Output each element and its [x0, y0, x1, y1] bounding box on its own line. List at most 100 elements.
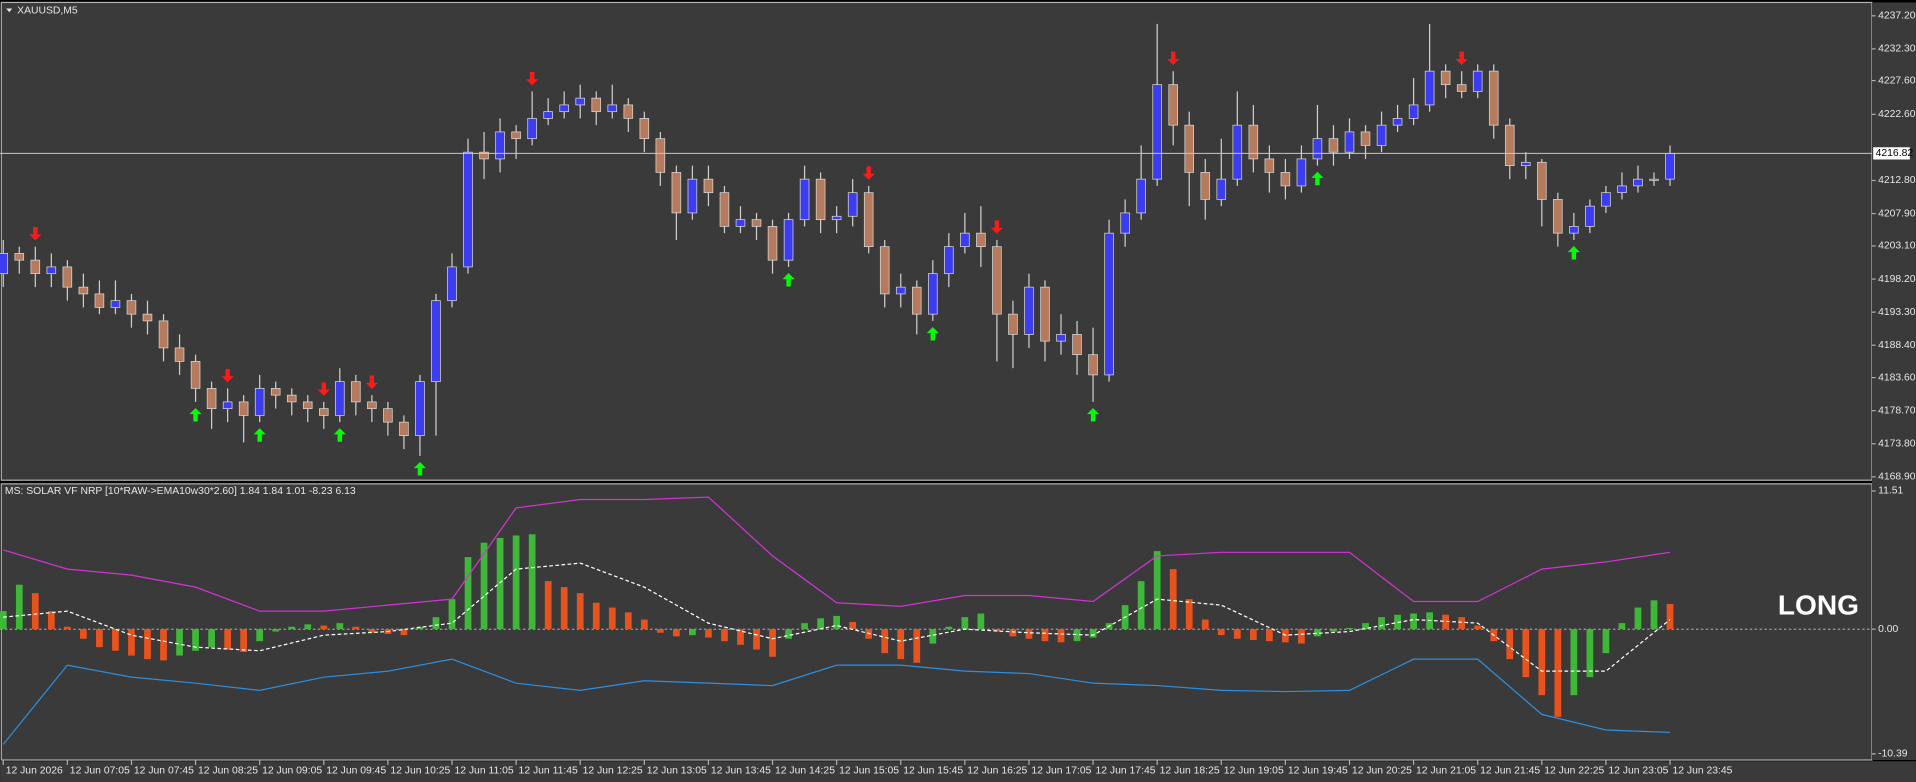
histogram-bar	[1650, 600, 1658, 630]
histogram-bar	[737, 629, 744, 645]
candle-body	[78, 286, 89, 295]
candle-body	[1569, 226, 1579, 234]
histogram-bar	[705, 629, 712, 638]
histogram-bar	[448, 599, 456, 630]
y-tick-label: 4188.40	[1878, 340, 1916, 351]
candle-body	[286, 394, 297, 403]
histogram-bar	[897, 629, 905, 660]
histogram-bar	[1201, 619, 1209, 630]
y-tick-label: 4237.20	[1878, 11, 1916, 22]
histogram-bar	[47, 611, 55, 630]
candle-body	[142, 313, 153, 322]
sell-arrow	[221, 368, 234, 383]
y-tick-label: 4193.30	[1878, 307, 1916, 318]
histogram-bar	[31, 593, 39, 630]
candle-body	[415, 381, 425, 437]
candle-body	[1617, 185, 1627, 194]
candle-body	[1360, 131, 1371, 146]
sell-arrow	[1455, 51, 1468, 66]
candle-body	[703, 178, 714, 194]
x-tick-label: 12 Jun 07:05	[70, 766, 130, 777]
histogram-bar	[272, 629, 280, 632]
candle-body	[0, 253, 9, 275]
histogram-bar	[1522, 629, 1530, 678]
histogram-bar	[80, 629, 87, 639]
x-tick-label: 12 Jun 18:25	[1160, 766, 1220, 777]
histogram-bar	[320, 625, 328, 630]
x-tick-label: 12 Jun 13:05	[647, 766, 707, 777]
buy-arrow	[189, 408, 202, 422]
candle-body	[735, 219, 746, 227]
buy-arrow	[1311, 171, 1324, 186]
x-tick-label: 12 Jun 22:25	[1544, 766, 1604, 777]
candle-body	[1344, 131, 1355, 153]
candle-body	[719, 192, 730, 227]
histogram-bar	[913, 629, 921, 663]
candle-body	[1553, 199, 1563, 234]
histogram-bar	[1634, 607, 1642, 630]
x-tick-label: 12 Jun 15:45	[903, 766, 963, 777]
candle-body	[463, 151, 473, 268]
histogram-bar	[1298, 629, 1305, 644]
x-tick-label: 12 Jun 09:45	[326, 766, 386, 777]
x-tick-label: 12 Jun 20:25	[1352, 766, 1412, 777]
histogram-bar	[1538, 629, 1546, 696]
current-price-label: 4216.82	[1876, 148, 1914, 159]
candle-body	[302, 401, 313, 410]
x-tick-label: 12 Jun 11:45	[519, 766, 578, 777]
band-line	[3, 496, 1671, 612]
histogram-bar	[1314, 629, 1321, 637]
x-tick-label: 12 Jun 12:25	[583, 766, 643, 777]
histogram-bar	[801, 623, 808, 630]
histogram-bar	[1137, 581, 1145, 630]
candle-body	[559, 104, 569, 113]
histogram-bar	[208, 629, 215, 648]
sell-arrow	[29, 227, 42, 241]
histogram-bar	[785, 629, 792, 639]
x-tick-label: 12 Jun 23:45	[1672, 766, 1732, 777]
x-tick-label: 12 Jun 21:05	[1416, 766, 1476, 777]
candle-body	[1312, 138, 1323, 160]
candle-body	[1136, 178, 1146, 214]
histogram-bar	[176, 629, 183, 656]
candle-body	[912, 286, 922, 315]
histogram-bar	[1073, 629, 1081, 642]
candle-body	[94, 293, 105, 308]
y-tick-label: 4168.90	[1878, 472, 1916, 483]
candle-body	[527, 118, 537, 140]
candle-body	[671, 172, 682, 214]
histogram-bar	[464, 557, 472, 630]
candle-body	[607, 104, 618, 113]
histogram-bar	[544, 581, 552, 630]
histogram-bar	[977, 613, 985, 630]
candle-body	[1280, 172, 1291, 187]
histogram-bar	[753, 629, 760, 650]
candle-body	[1408, 104, 1419, 119]
histogram-bar	[1330, 629, 1337, 632]
candle-body	[1456, 84, 1467, 92]
histogram-bar	[640, 619, 648, 630]
candle-body	[1440, 70, 1451, 86]
candle-body	[511, 131, 521, 140]
x-tick-label: 12 Jun 14:25	[775, 766, 835, 777]
histogram-bar	[849, 621, 857, 630]
x-tick-label: 12 Jun 15:05	[839, 766, 899, 777]
candle-body	[1649, 178, 1659, 181]
histogram-bar	[721, 629, 728, 642]
candle-body	[367, 401, 377, 410]
candle-body	[1296, 158, 1307, 187]
y-tick-label: 4173.80	[1878, 438, 1916, 449]
histogram-bar	[1346, 627, 1353, 630]
menu-triangle[interactable]	[6, 8, 13, 13]
candle-body	[1424, 70, 1435, 106]
x-tick-label: 12 Jun 19:45	[1288, 766, 1348, 777]
histogram-bar	[144, 629, 151, 660]
x-tick-label: 12 Jun 17:05	[1031, 766, 1091, 777]
signal-annotation: LONG	[1778, 590, 1859, 621]
time-axis-area	[0, 761, 1916, 782]
candle-body	[1184, 124, 1195, 173]
histogram-bar	[352, 626, 360, 630]
sell-arrow	[1167, 51, 1180, 66]
candle-body	[895, 286, 906, 295]
